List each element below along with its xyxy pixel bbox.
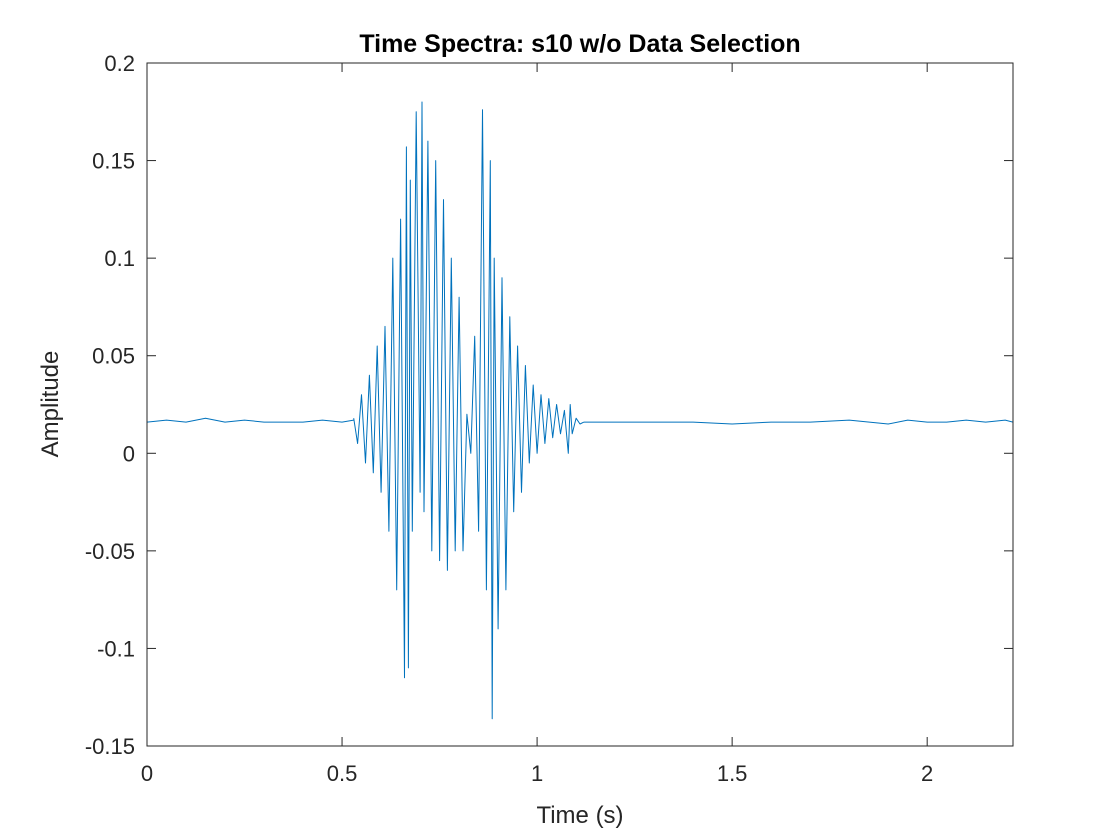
x-tick-label: 0 [141, 761, 153, 786]
y-tick-label: -0.15 [85, 734, 135, 759]
y-tick-label: 0.1 [104, 246, 135, 271]
y-tick-label: 0.15 [92, 149, 135, 174]
axes-box [146, 62, 1014, 747]
y-tick-label: 0 [123, 441, 135, 466]
y-axis-label: Amplitude [37, 351, 64, 458]
series-line-2 [353, 101, 585, 720]
x-axis-label: Time (s) [536, 802, 623, 829]
x-tick-label: 1 [531, 761, 543, 786]
axis-ticks: 0 0.5 1 1.5 2 -0.15 -0.1 -0.05 0 0.05 0.1 0.15 0.2 [85, 51, 1013, 786]
y-tick-label: -0.05 [85, 539, 135, 564]
series-line-3 [583, 419, 1013, 425]
chart-title: Time Spectra: s10 w/o Data Selection [359, 30, 800, 58]
y-tick-label: -0.1 [97, 636, 135, 661]
plot-area [147, 101, 1013, 720]
y-tick-label: 0.2 [104, 51, 135, 76]
x-tick-label: 2 [921, 761, 933, 786]
x-tick-label: 1.5 [717, 761, 748, 786]
y-tick-label: 0.05 [92, 344, 135, 369]
x-tick-label: 0.5 [327, 761, 358, 786]
series-line-1 [147, 417, 354, 423]
